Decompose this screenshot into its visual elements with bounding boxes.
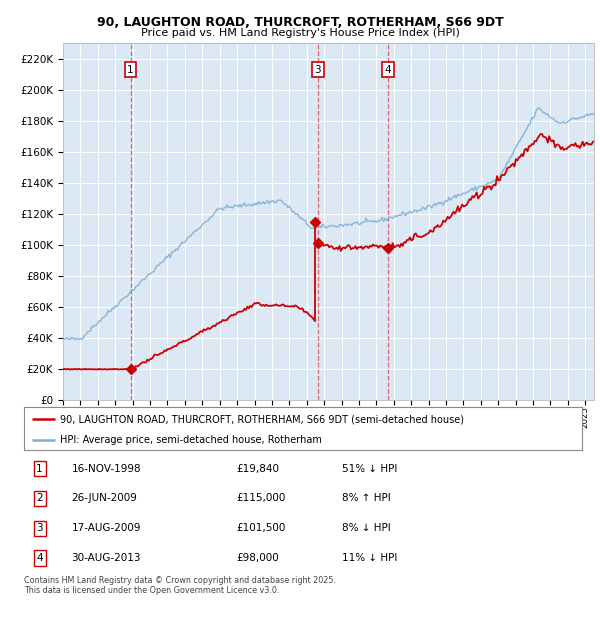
Text: 90, LAUGHTON ROAD, THURCROFT, ROTHERHAM, S66 9DT: 90, LAUGHTON ROAD, THURCROFT, ROTHERHAM,…	[97, 16, 503, 29]
Text: HPI: Average price, semi-detached house, Rotherham: HPI: Average price, semi-detached house,…	[60, 435, 322, 445]
Text: 11% ↓ HPI: 11% ↓ HPI	[342, 553, 397, 563]
Text: 8% ↑ HPI: 8% ↑ HPI	[342, 494, 391, 503]
Text: 1: 1	[127, 64, 134, 75]
Text: 17-AUG-2009: 17-AUG-2009	[71, 523, 141, 533]
Text: Price paid vs. HM Land Registry's House Price Index (HPI): Price paid vs. HM Land Registry's House …	[140, 28, 460, 38]
Text: 30-AUG-2013: 30-AUG-2013	[71, 553, 141, 563]
Text: Contains HM Land Registry data © Crown copyright and database right 2025.
This d: Contains HM Land Registry data © Crown c…	[24, 576, 336, 595]
Text: 3: 3	[37, 523, 43, 533]
Text: 1: 1	[37, 464, 43, 474]
Text: 51% ↓ HPI: 51% ↓ HPI	[342, 464, 397, 474]
Text: 16-NOV-1998: 16-NOV-1998	[71, 464, 141, 474]
Text: £115,000: £115,000	[236, 494, 286, 503]
Text: £101,500: £101,500	[236, 523, 286, 533]
Text: £98,000: £98,000	[236, 553, 279, 563]
Text: 4: 4	[37, 553, 43, 563]
Text: 4: 4	[385, 64, 391, 75]
Text: 26-JUN-2009: 26-JUN-2009	[71, 494, 137, 503]
Text: 8% ↓ HPI: 8% ↓ HPI	[342, 523, 391, 533]
Text: 3: 3	[314, 64, 321, 75]
Text: 2: 2	[37, 494, 43, 503]
Text: 90, LAUGHTON ROAD, THURCROFT, ROTHERHAM, S66 9DT (semi-detached house): 90, LAUGHTON ROAD, THURCROFT, ROTHERHAM,…	[60, 414, 464, 424]
Text: £19,840: £19,840	[236, 464, 279, 474]
